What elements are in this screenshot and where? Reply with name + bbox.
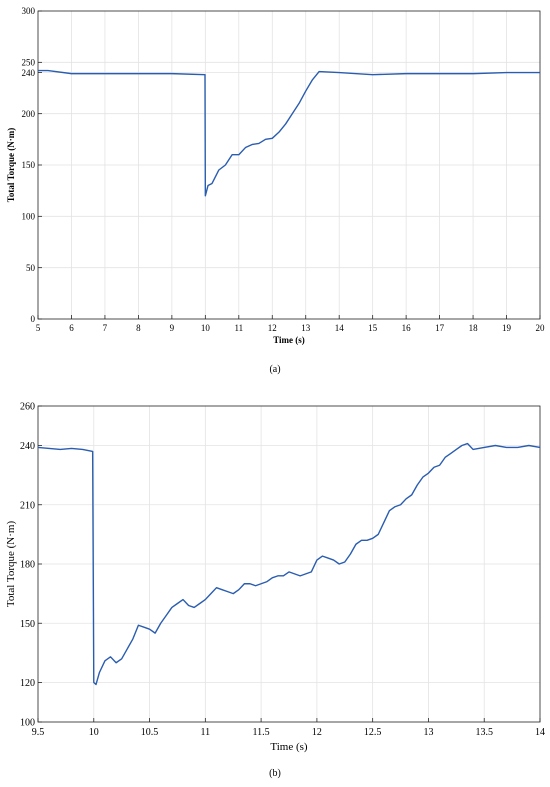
chart-a-xtick-label-3: 8	[136, 323, 141, 333]
chart-a-ytick-label-4: 200	[22, 109, 36, 119]
chart-a-ytick-label-7: 300	[22, 6, 36, 16]
chart-a-xtick-label-10: 15	[368, 323, 378, 333]
chart-b-ytick-label-2: 150	[20, 619, 35, 630]
chart-b-ytick-label-5: 240	[20, 441, 35, 452]
chart-a-xtick-label-4: 9	[170, 323, 175, 333]
chart-a-caption: (a)	[269, 364, 280, 375]
chart-a-xtick-label-5: 10	[201, 323, 211, 333]
chart-b-ytick-label-4: 210	[20, 500, 35, 511]
chart-a-series-line-0	[38, 69, 540, 197]
chart-b-xtick-label-1: 10	[89, 727, 99, 738]
chart-b-ytick-label-0: 100	[20, 718, 35, 729]
chart-a-xtick-label-15: 20	[536, 323, 546, 333]
chart-a-xtick-label-12: 17	[435, 323, 445, 333]
chart-b-ytick-label-6: 260	[20, 402, 35, 413]
chart-b-xtick-label-2: 10.5	[141, 727, 159, 738]
chart-b-x-axis-label: Time (s)	[270, 741, 308, 753]
chart-a-ytick-label-1: 50	[26, 263, 36, 273]
chart-b-caption: (b)	[269, 768, 281, 779]
chart-b-xtick-label-8: 13.5	[475, 727, 493, 738]
chart-a-ytick-label-5: 240	[22, 68, 36, 78]
chart-a-x-axis-label: Time (s)	[273, 335, 305, 345]
chart-b-y-axis-label: Total Torque (N·m)	[5, 521, 17, 608]
chart-a-xtick-label-9: 14	[335, 323, 345, 333]
chart-b-series-line-0	[37, 442, 541, 686]
chart-a-ytick-label-0: 0	[31, 314, 36, 324]
chart-b-ytick-label-3: 180	[20, 560, 35, 571]
chart-a-y-axis-label: Total Torque (N·m)	[6, 128, 16, 203]
chart-b-xtick-label-3: 11	[201, 727, 211, 738]
chart-a-ytick-label-2: 100	[22, 211, 36, 221]
chart-b-xtick-label-0: 9.5	[32, 727, 45, 738]
chart-b-xtick-label-6: 12.5	[364, 727, 382, 738]
chart-a-ytick-label-6: 250	[22, 57, 36, 67]
chart-a-xtick-label-0: 5	[36, 323, 41, 333]
chart-a-ytick-label-3: 150	[22, 160, 36, 170]
chart-a-xtick-label-1: 6	[69, 323, 74, 333]
chart-b-xtick-label-7: 13	[423, 727, 433, 738]
chart-b-ytick-label-1: 120	[20, 678, 35, 689]
chart-a-xtick-label-11: 16	[402, 323, 412, 333]
chart-a-xtick-label-7: 12	[268, 323, 277, 333]
chart-a-xtick-label-8: 13	[301, 323, 311, 333]
chart-b-xtick-label-4: 11.5	[253, 727, 270, 738]
chart-a-xtick-label-13: 18	[469, 323, 479, 333]
chart-b-xtick-label-9: 14	[535, 727, 545, 738]
chart-a-xtick-label-6: 11	[234, 323, 243, 333]
chart-a-xtick-label-2: 7	[103, 323, 108, 333]
chart-a: 5 6 7 8 9 10 11 12 13 14 15 16 17 18 19 200501001502002…	[6, 6, 545, 375]
chart-b-xtick-label-5: 12	[312, 727, 322, 738]
chart-b: 9.5 10 10.5 11 11.5 12 12.5 13 13.5 14 100 120 150 18…	[5, 402, 545, 780]
chart-a-xtick-label-14: 19	[502, 323, 512, 333]
